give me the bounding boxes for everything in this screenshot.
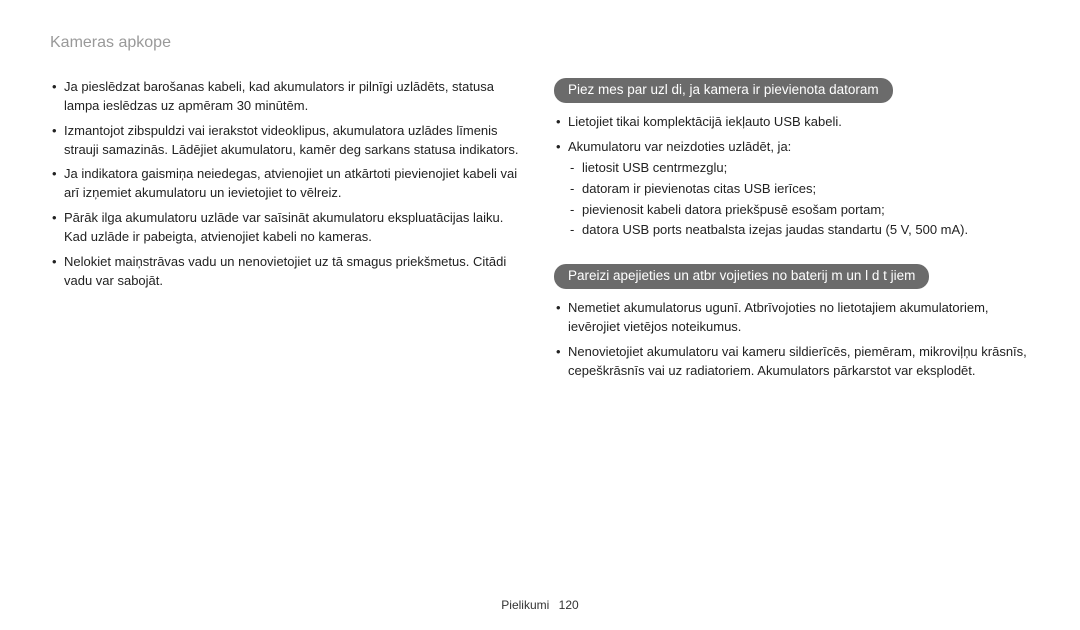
list-item: Nenovietojiet akumulatoru vai kameru sil… [554,343,1030,381]
list-item: Akumulatoru var neizdoties uzlādēt, ja: … [554,138,1030,240]
section-charging-notes: Piez mes par uzl di, ja kamera ir pievie… [554,78,1030,240]
list-item: Izmantojot zibspuldzi vai ierakstot vide… [50,122,526,160]
section-heading-pill: Piez mes par uzl di, ja kamera ir pievie… [554,78,893,103]
section-heading-pill: Pareizi apejieties un atbr vojieties no … [554,264,929,289]
sub-list-item: lietosit USB centrmezglu; [568,159,1030,178]
sub-list-item: datoram ir pievienotas citas USB ierīces… [568,180,1030,199]
list-item: Nelokiet maiņstrāvas vadu un nenovietoji… [50,253,526,291]
manual-page: Kameras apkope Ja pieslēdzat barošanas k… [0,0,1080,630]
right-column: Piez mes par uzl di, ja kamera ir pievie… [554,78,1030,405]
section1-bullet-list: Lietojiet tikai komplektācijā iekļauto U… [554,113,1030,240]
list-item: Ja pieslēdzat barošanas kabeli, kad akum… [50,78,526,116]
sub-list-item: datora USB ports neatbalsta izejas jauda… [568,221,1030,240]
section-disposal: Pareizi apejieties un atbr vojieties no … [554,264,1030,381]
sub-list-item: pievienosit kabeli datora priekšpusē eso… [568,201,1030,220]
page-footer: Pielikumi 120 [0,598,1080,612]
page-title: Kameras apkope [50,34,1030,52]
list-item: Ja indikatora gaismiņa neiedegas, atvien… [50,165,526,203]
footer-section-label: Pielikumi [501,598,549,612]
list-item: Pārāk ilga akumulatoru uzlāde var saīsin… [50,209,526,247]
section2-bullet-list: Nemetiet akumulatorus ugunī. Atbrīvojoti… [554,299,1030,380]
two-column-layout: Ja pieslēdzat barošanas kabeli, kad akum… [50,78,1030,405]
list-item: Nemetiet akumulatorus ugunī. Atbrīvojoti… [554,299,1030,337]
list-item-text: Akumulatoru var neizdoties uzlādēt, ja: [568,139,791,154]
sub-list: lietosit USB centrmezglu; datoram ir pie… [568,159,1030,240]
list-item: Lietojiet tikai komplektācijā iekļauto U… [554,113,1030,132]
left-column: Ja pieslēdzat barošanas kabeli, kad akum… [50,78,526,405]
footer-page-number: 120 [559,598,579,612]
left-bullet-list: Ja pieslēdzat barošanas kabeli, kad akum… [50,78,526,290]
